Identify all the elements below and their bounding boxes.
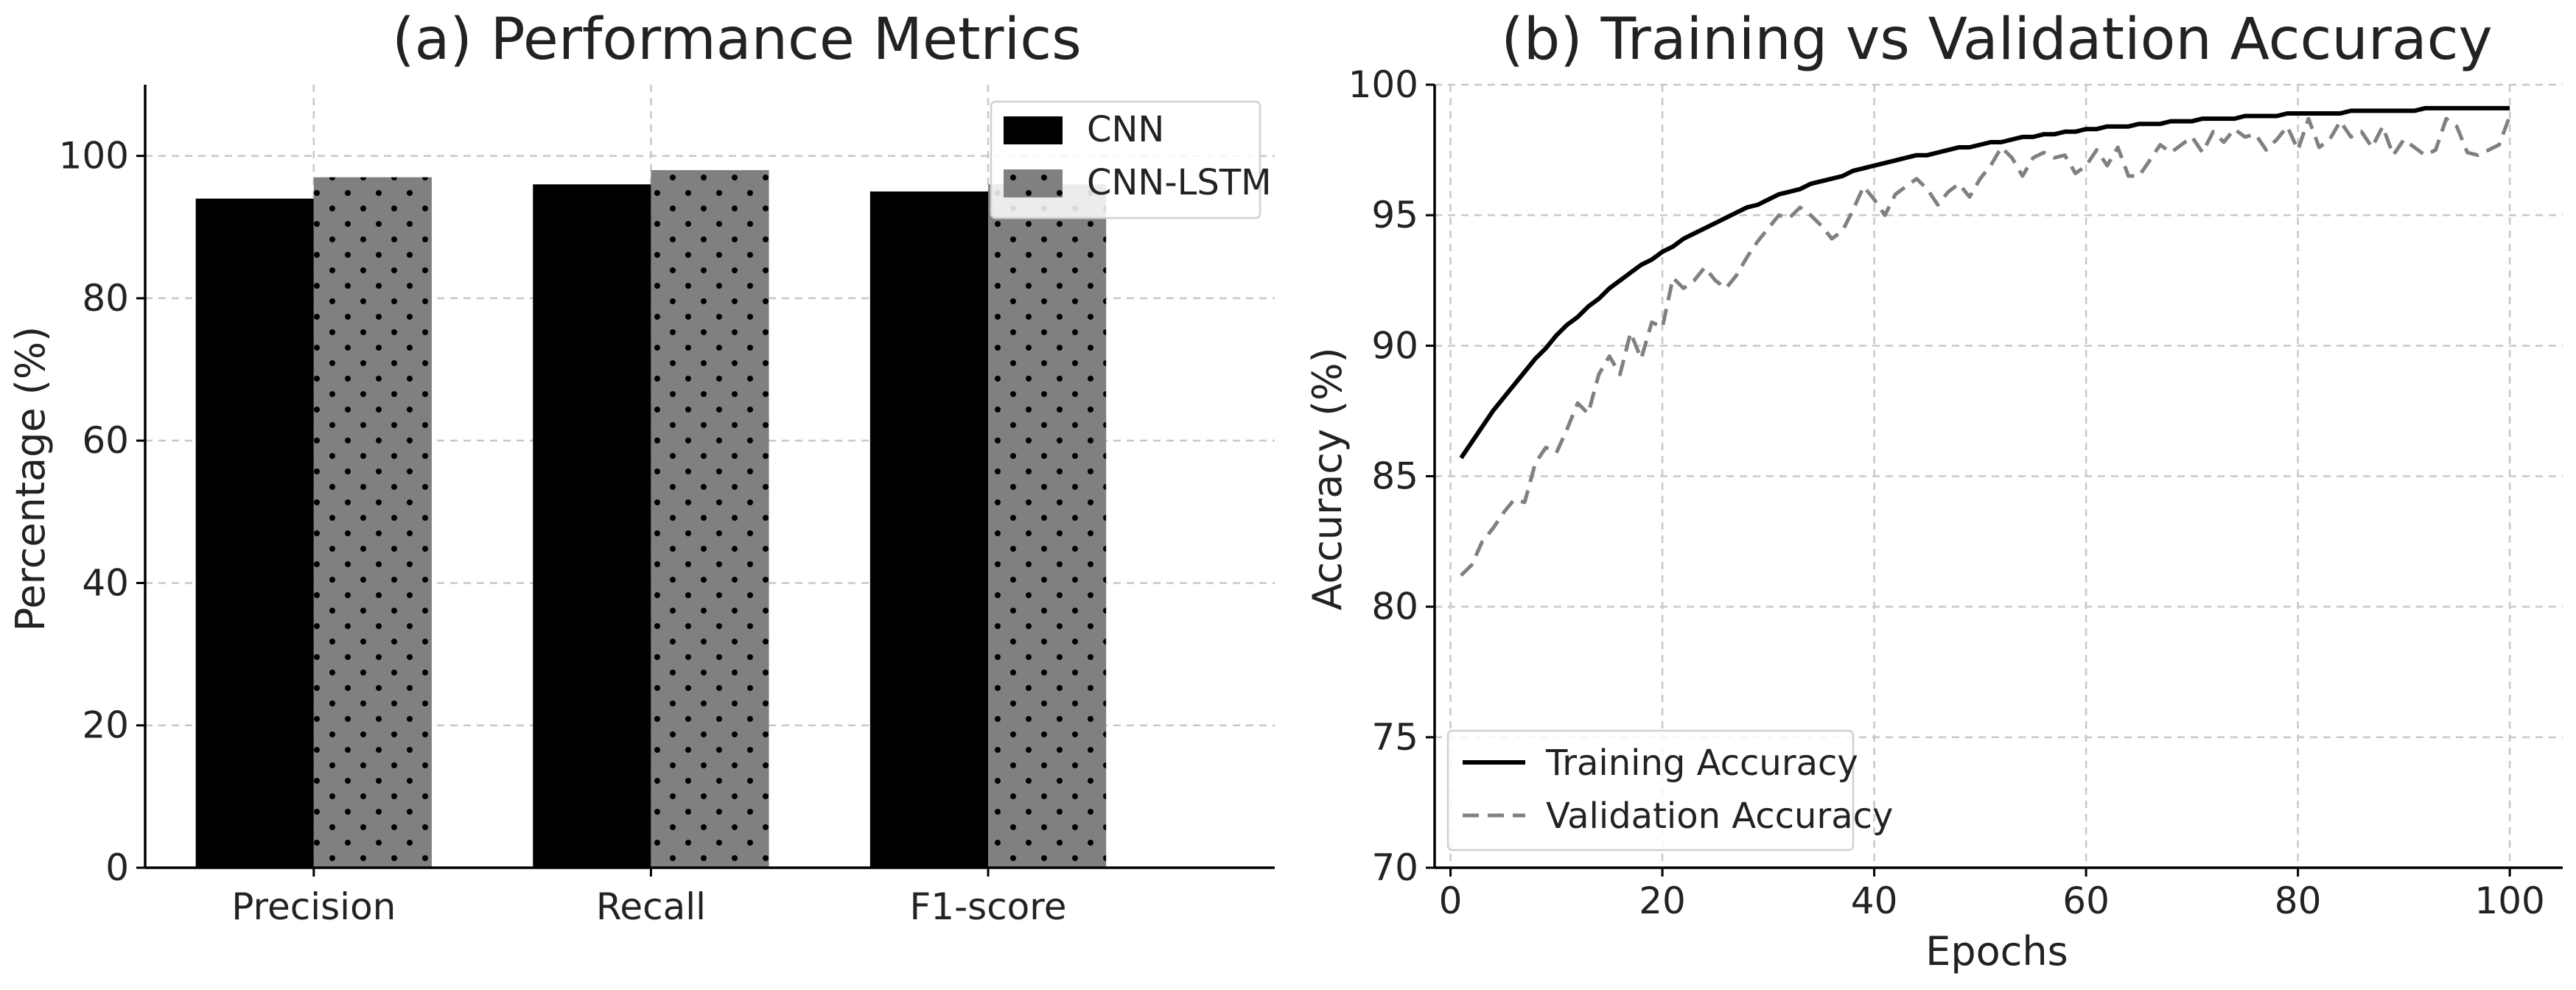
- panel-a-y-tick-label: 0: [105, 846, 129, 889]
- panel-b-lines: [1459, 105, 2512, 577]
- panel-b-title: (b) Training vs Validation Accuracy: [1501, 7, 2492, 73]
- panel-a-x-tick-label: Recall: [596, 885, 706, 928]
- panel-b-y-tick-label: 75: [1371, 716, 1418, 759]
- panel-a-x-tick-label: Precision: [231, 885, 396, 928]
- panel-b-legend: Training Accuracy Validation Accuracy: [1446, 729, 1893, 852]
- panel-a-y-axis-label: Percentage (%): [7, 326, 54, 631]
- panel-b-x-tick-label: 0: [1439, 880, 1463, 922]
- panel-b-y-tick-label: 95: [1371, 194, 1418, 236]
- series-line-training-accuracy: [1459, 105, 2510, 460]
- panel-b-x-tick-label: 100: [2474, 880, 2544, 922]
- panel-a-y-tick-label: 20: [82, 704, 129, 747]
- bar-cnn-precision: [195, 198, 314, 868]
- panel-b-x-axis-label: Epochs: [1925, 928, 2068, 975]
- panel-b-y-axis-label: Accuracy (%): [1304, 347, 1351, 610]
- panel-a-legend: CNN CNN-LSTM: [990, 100, 1272, 220]
- bar-cnn-lstm-f1-score: [988, 184, 1107, 868]
- panel-a-y-tick-label: 60: [82, 419, 129, 462]
- panel-b-x-tick-label: 60: [2062, 880, 2110, 922]
- panel-a-axes: [144, 85, 1275, 869]
- panel-b-legend-box: [1446, 729, 1855, 852]
- panel-b-y-tick-label: 90: [1371, 324, 1418, 367]
- panel-a-legend-swatch: [1004, 116, 1063, 144]
- panel-a-legend-label: CNN-LSTM: [1087, 162, 1272, 203]
- panel-b-legend-label: Validation Accuracy: [1546, 796, 1893, 837]
- panel-b-x-tick-label: 40: [1851, 880, 1898, 922]
- panel-b-y-tick-label: 100: [1348, 63, 1418, 106]
- series-line-validation-accuracy: [1460, 115, 2512, 577]
- panel-a-bars: [195, 169, 1107, 868]
- bar-cnn-f1-score: [869, 191, 989, 868]
- panel-b-legend-label: Training Accuracy: [1545, 742, 1858, 784]
- panel-a-legend-swatch: [1004, 169, 1063, 197]
- panel-b-y-tick-label: 70: [1371, 846, 1418, 889]
- panel-a-y-tick-label: 80: [82, 277, 129, 320]
- panel-a-y-tick-label: 40: [82, 561, 129, 604]
- bar-cnn-lstm-recall: [651, 169, 769, 868]
- panel-b-x-tick-label: 20: [1639, 880, 1686, 922]
- bar-cnn-lstm-precision: [313, 177, 432, 868]
- panel-a-ticks: 0 20 40 60 80 100 Precision Recall F1-score: [59, 135, 1067, 928]
- panel-a-legend-label: CNN: [1087, 109, 1164, 150]
- panel-b-y-tick-label: 85: [1371, 455, 1418, 498]
- bar-cnn-recall: [533, 184, 651, 868]
- panel-a-title: (a) Performance Metrics: [392, 7, 1082, 73]
- panel-b-ticks: 70 75 80 85 90 95 100 0 20 40 60 80 100: [1348, 63, 2545, 922]
- panel-b-x-tick-label: 80: [2275, 880, 2322, 922]
- panel-a-x-tick-label: F1-score: [910, 885, 1067, 928]
- panel-a-y-tick-label: 100: [59, 135, 129, 178]
- panel-a-performance-metrics: 0 20 40 60 80 100 Precision Recall F1-score (a) …: [7, 7, 1275, 928]
- panel-b-training-vs-validation: 70 75 80 85 90 95 100 0 20 40 60 80 100 (b) Training…: [1304, 7, 2563, 975]
- panel-b-y-tick-label: 80: [1371, 586, 1418, 628]
